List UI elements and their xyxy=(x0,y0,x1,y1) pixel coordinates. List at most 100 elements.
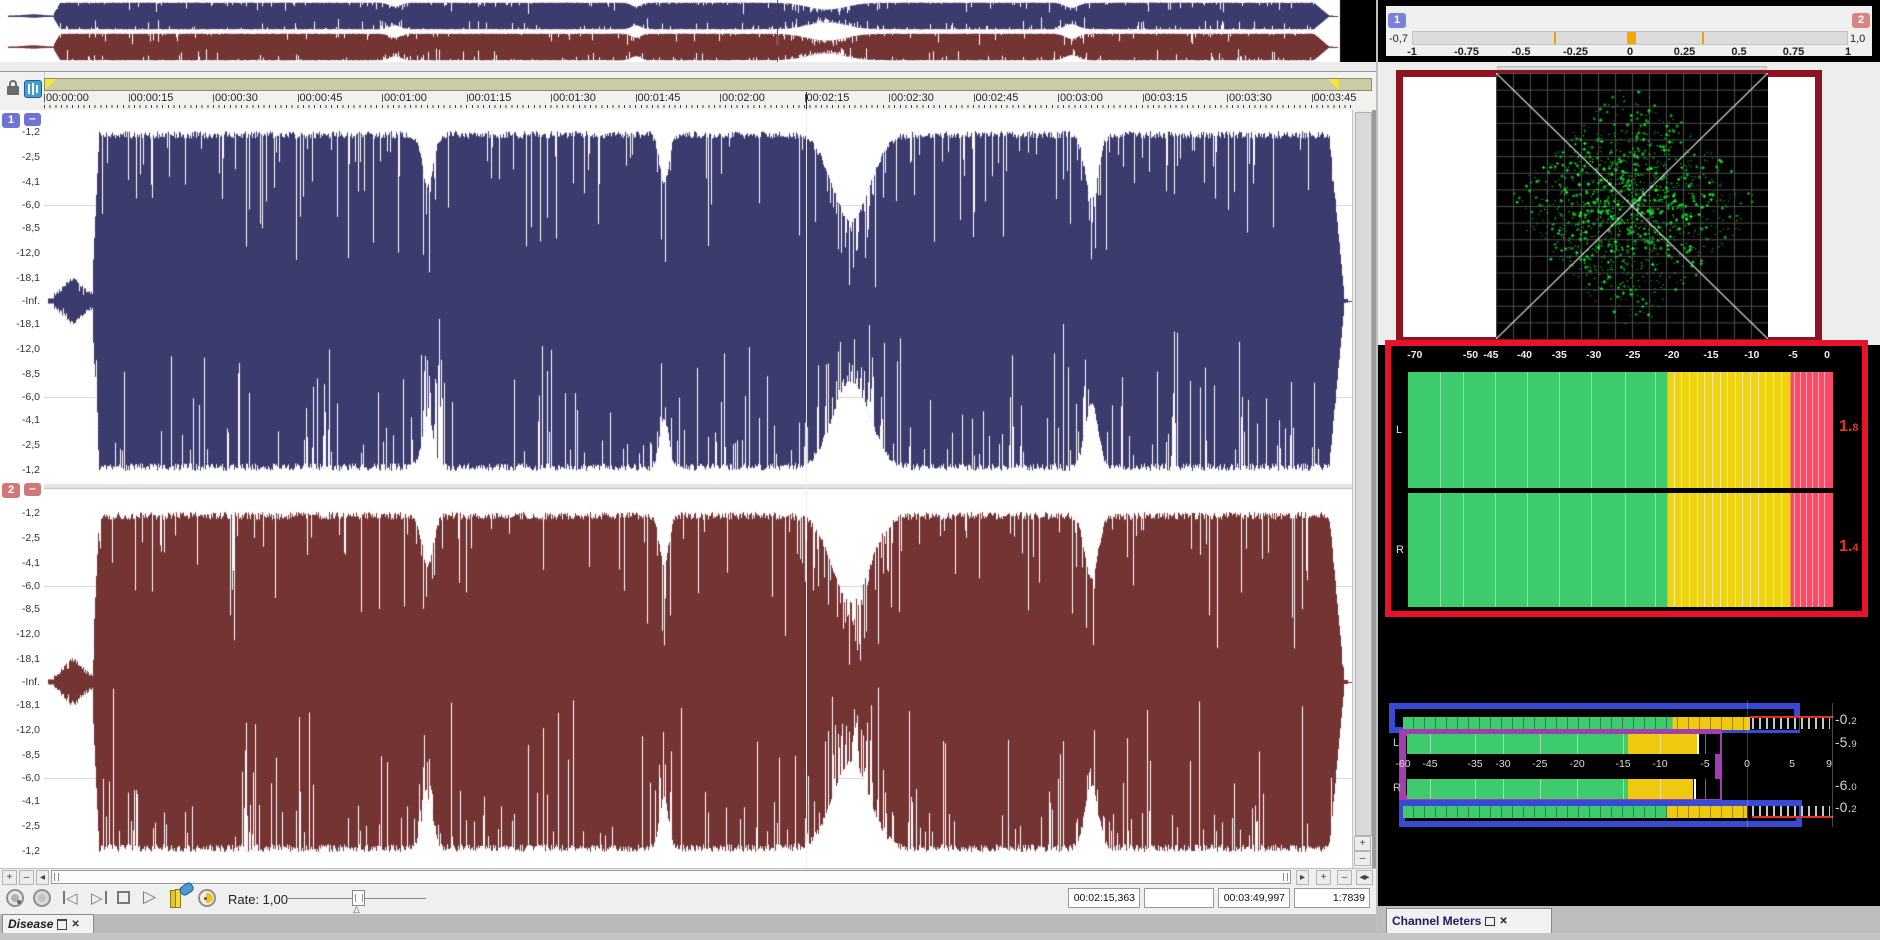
meter-tick xyxy=(1429,734,1431,754)
correlation-tick-label: 1 xyxy=(1844,46,1852,58)
rate-slider-thumb[interactable] xyxy=(352,890,365,906)
timeline-ruler[interactable]: 00:00:00 00:00:15 00:00:30 00:00:45 00:01:00… xyxy=(44,72,1376,110)
go-to-start-button[interactable]: ◁ xyxy=(62,889,82,907)
close-panel-icon[interactable]: ✕ xyxy=(1499,915,1508,927)
db-label: -12,0 xyxy=(16,247,40,259)
thumb-grip-left[interactable] xyxy=(54,873,59,881)
loop-end-marker[interactable] xyxy=(1328,79,1339,90)
meter-tick xyxy=(1463,493,1465,607)
zoom-ratio-field[interactable]: 1:7839 xyxy=(1294,888,1370,908)
go-to-end-button[interactable]: ▷ xyxy=(90,889,110,907)
vertical-scrollbar[interactable]: + – xyxy=(1352,110,1372,868)
playback-cursor[interactable] xyxy=(806,110,807,868)
audio-device-icon[interactable] xyxy=(24,80,42,98)
waveform-canvas-main[interactable] xyxy=(44,110,1352,868)
readout-left-peak: -0.2 xyxy=(1835,711,1857,727)
correlation-right-value: 1,0 xyxy=(1850,33,1866,45)
vertical-zoom-out-button[interactable]: – xyxy=(1354,851,1371,866)
db-label: -4,1 xyxy=(21,795,40,807)
meter-tick xyxy=(1622,779,1624,799)
channel1-collapse-button[interactable]: – xyxy=(24,112,41,126)
restore-window-icon[interactable] xyxy=(57,918,68,930)
correlation-tick-label: 0.5 xyxy=(1731,46,1747,58)
loop-start-marker[interactable] xyxy=(45,79,56,90)
scrub-control-button[interactable] xyxy=(198,889,216,907)
peak-bar-top xyxy=(1403,717,1799,730)
rate-label: Rate: 1,00 xyxy=(228,892,288,907)
overview-waveform[interactable] xyxy=(0,0,1376,62)
correlation-channel1-badge[interactable]: 1 xyxy=(1388,13,1406,28)
correlation-marker-line xyxy=(1554,32,1557,44)
cm-right-label: R xyxy=(1393,782,1401,794)
horizontal-scrollbar-thumb[interactable] xyxy=(51,870,1291,884)
waveform-editor: 1 – 2 – -1,2 -2,5 -4,1 -6,0 -8,5 -12,0 -18,1 -I… xyxy=(0,110,1376,868)
hzoom-fit-button[interactable]: ◂▸ xyxy=(1356,870,1373,885)
scroll-left-button[interactable]: ◂ xyxy=(36,870,49,885)
loop-playback-button[interactable] xyxy=(33,889,51,907)
correlation-tick-label: 0 xyxy=(1626,46,1634,58)
float-panel-icon[interactable] xyxy=(1485,916,1496,926)
channel2-collapse-button[interactable]: – xyxy=(24,482,41,496)
selection-length-field[interactable] xyxy=(1144,888,1214,908)
meter-tick xyxy=(1429,779,1431,799)
peak-dashes-top xyxy=(1752,718,1830,729)
scroll-right-button[interactable]: ▸ xyxy=(1296,870,1309,885)
tab-disease[interactable]: Disease ✕ xyxy=(2,914,94,933)
meter-tick xyxy=(1558,372,1560,488)
correlation-tick-labels: -1 -0.75 -0.5 -0.25 0 0.25 0.5 0.75 1 xyxy=(1386,6,1872,58)
meter-tick xyxy=(1799,493,1801,607)
vertical-zoom-in-button[interactable]: + xyxy=(1354,836,1371,851)
channel1-badge[interactable]: 1 xyxy=(2,113,20,128)
overview-cursor[interactable] xyxy=(777,0,778,62)
vertical-scrollbar-thumb[interactable] xyxy=(1355,112,1372,836)
meter-tick xyxy=(1811,493,1813,607)
hzoom-out-2-button[interactable]: – xyxy=(1337,870,1352,885)
db-label: -4,1 xyxy=(21,557,40,569)
meter-tick xyxy=(1527,493,1528,607)
record-button[interactable] xyxy=(6,889,24,907)
play-plugin-chain-button[interactable] xyxy=(170,880,196,908)
meter-tick xyxy=(1773,372,1775,488)
meter-tick xyxy=(1817,493,1819,607)
channel2-badge[interactable]: 2 xyxy=(2,483,20,498)
record-sub-icon xyxy=(17,900,21,904)
correlation-channel2-badge[interactable]: 2 xyxy=(1852,13,1870,28)
hzoom-in-button[interactable]: + xyxy=(2,870,17,885)
docked-panels-sidebar: 1 2 -0,7 1,0 -1 -0.75 -0.5 -0.25 0 0.25 0.5 0.7… xyxy=(1378,0,1880,933)
thumb-grip-right[interactable] xyxy=(1283,873,1288,881)
meter-tick xyxy=(1654,372,1656,488)
fx-page-icon xyxy=(175,889,181,908)
ruler-timestamp: 00:02:00 xyxy=(722,92,765,104)
meter-scale-label: -25 xyxy=(1625,349,1641,361)
meter-tick xyxy=(1750,493,1752,607)
tab-channel-meters[interactable]: Channel Meters ✕ xyxy=(1386,908,1552,933)
meter-tick xyxy=(1765,372,1767,488)
hzoom-out-button[interactable]: – xyxy=(19,870,34,885)
ruler-tick xyxy=(551,94,552,102)
cm-scale-label: -20 xyxy=(1569,758,1585,770)
cm-scale-label: 0 xyxy=(1744,758,1750,770)
device-bar-icon xyxy=(32,83,34,95)
meter-tick xyxy=(1624,493,1626,607)
peak-bar-bottom xyxy=(1403,806,1799,818)
ruler-tick xyxy=(804,94,806,102)
start-triangle-icon: ◁ xyxy=(66,890,78,907)
cursor-position-field[interactable]: 00:02:15,363 xyxy=(1068,888,1140,908)
transport-bar: ◁ ▷ ▷ Rate: 1,00 △ 00:02:15,363 xyxy=(0,880,1376,914)
play-button[interactable]: ▷ xyxy=(143,887,157,906)
close-tab-icon[interactable]: ✕ xyxy=(71,918,80,930)
thumb-grip xyxy=(355,894,363,902)
meter-tick xyxy=(1765,493,1767,607)
meter-tick xyxy=(1495,493,1497,607)
meter-tick xyxy=(1734,372,1736,488)
total-length-field[interactable]: 00:03:49,997 xyxy=(1218,888,1290,908)
lock-icon[interactable] xyxy=(7,86,19,95)
hzoom-in-2-button[interactable]: + xyxy=(1316,870,1331,885)
ruler-band[interactable] xyxy=(44,78,1372,91)
stop-button[interactable] xyxy=(117,891,130,904)
cm-left-label: L xyxy=(1393,737,1400,749)
meter-tick xyxy=(1540,734,1542,754)
meter-scale-label: -50 xyxy=(1462,349,1479,361)
ruler-timestamp: 00:01:15 xyxy=(468,92,512,104)
